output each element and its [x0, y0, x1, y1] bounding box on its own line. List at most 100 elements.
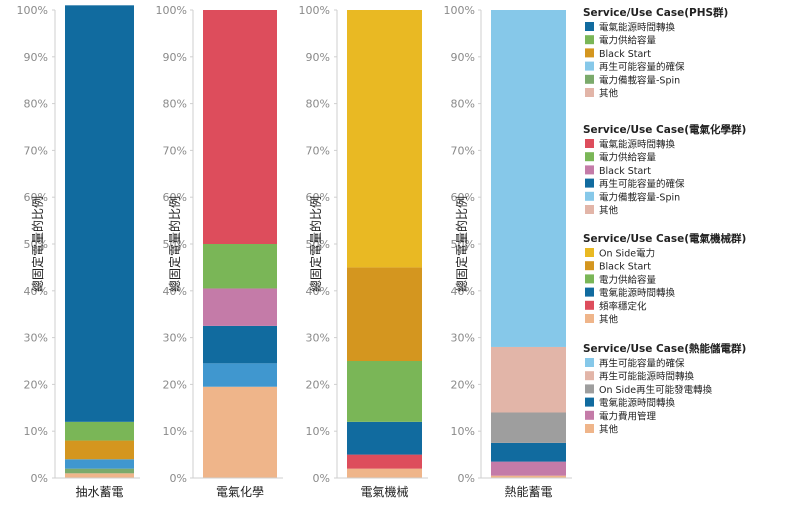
y-tick-label: 20%	[24, 378, 48, 391]
legend-swatch-3-3	[585, 397, 594, 407]
y-tick-label: 10%	[163, 425, 187, 438]
bar-segment-3-0	[491, 475, 566, 478]
bar-segment-3-1	[491, 461, 566, 476]
legend-item-label: 再生可能能源時間轉換	[599, 371, 695, 383]
y-tick-label: 10%	[24, 425, 48, 438]
y-axis-title: 總固定電量的比例	[167, 196, 182, 292]
x-category-label: 熱能蓄電	[504, 485, 552, 499]
y-tick-label: 0%	[170, 472, 187, 485]
legend-swatch-1-0	[585, 139, 594, 148]
legend-item-label: 電力供給容量	[599, 274, 657, 286]
y-tick-label: 80%	[163, 98, 187, 111]
legend-swatch-1-2	[585, 165, 594, 175]
bar-segment-3-4	[491, 346, 566, 413]
legend-swatch-0-5	[585, 88, 594, 97]
legend-item-label: 其他	[599, 205, 619, 217]
y-tick-label: 20%	[451, 378, 475, 391]
legend-swatch-0-2	[585, 48, 594, 58]
legend-swatch-2-0	[585, 248, 594, 257]
y-tick-label: 100%	[17, 4, 48, 17]
y-tick-label: 40%	[451, 285, 475, 298]
legend-item-label: 電氣能源時間轉換	[599, 139, 676, 151]
legend-item-label: Black Start	[599, 166, 651, 177]
legend-item-label: 再生可能容量的確保	[599, 358, 685, 370]
bar-segment-1-3	[203, 288, 277, 326]
x-category-label: 電氣化學	[216, 485, 264, 499]
legend-swatch-0-4	[585, 74, 594, 84]
bar-segment-2-5	[347, 10, 422, 268]
bar-segment-1-5	[203, 10, 277, 244]
legend-swatch-2-3	[585, 287, 594, 297]
y-tick-label: 30%	[306, 332, 330, 345]
y-tick-label: 30%	[163, 332, 187, 345]
bar-segment-2-0	[347, 468, 422, 478]
legend-item-label: 電氣能源時間轉換	[599, 397, 676, 409]
bar-segment-1-0	[203, 386, 277, 478]
bar-segment-3-2	[491, 442, 566, 462]
y-tick-label: 70%	[306, 144, 330, 157]
legend-swatch-2-4	[585, 300, 594, 310]
legend-swatch-0-1	[585, 35, 594, 45]
y-tick-label: 100%	[156, 4, 187, 17]
legend-title: Service/Use Case(電氣機械群)	[583, 232, 746, 245]
legend-item-label: 再生可能容量的確保	[599, 178, 685, 190]
y-tick-label: 90%	[163, 51, 187, 64]
y-tick-label: 90%	[24, 51, 48, 64]
legend-swatch-3-0	[585, 358, 594, 367]
legend-swatch-0-0	[585, 22, 594, 31]
bar-segment-0-3	[65, 440, 134, 460]
bar-segment-2-3	[347, 361, 422, 422]
y-tick-label: 70%	[451, 144, 475, 157]
y-tick-label: 50%	[306, 238, 330, 251]
y-tick-label: 10%	[306, 425, 330, 438]
y-tick-label: 0%	[458, 472, 475, 485]
bar-segment-0-2	[65, 459, 134, 469]
bar-segment-2-1	[347, 454, 422, 469]
y-tick-label: 10%	[451, 425, 475, 438]
legend-title: Service/Use Case(電氣化學群)	[583, 123, 746, 136]
legend-item-label: 電氣能源時間轉換	[599, 22, 676, 34]
y-axis-title: 總固定電量的比例	[308, 196, 323, 292]
legend-item-label: 電力供給容量	[599, 152, 657, 164]
legend-swatch-3-2	[585, 384, 594, 394]
y-tick-label: 40%	[24, 285, 48, 298]
legend-title: Service/Use Case(PHS群)	[583, 6, 728, 19]
legend-item-label: 電力備載容量-Spin	[599, 74, 680, 86]
legend-swatch-0-3	[585, 61, 594, 71]
legend-swatch-2-2	[585, 274, 594, 284]
legend-swatch-3-1	[585, 371, 594, 381]
y-tick-label: 60%	[451, 191, 475, 204]
legend-swatch-3-5	[585, 424, 594, 433]
bar-segment-3-3	[491, 412, 566, 443]
y-tick-label: 0%	[313, 472, 330, 485]
bar-segment-1-1	[203, 363, 277, 387]
y-tick-label: 60%	[163, 191, 187, 204]
y-tick-label: 30%	[24, 332, 48, 345]
y-tick-label: 40%	[306, 285, 330, 298]
legend-swatch-2-1	[585, 261, 594, 271]
y-tick-label: 50%	[24, 238, 48, 251]
bar-segment-0-0	[65, 473, 134, 478]
bar-segment-0-1	[65, 468, 134, 474]
legend-item-label: 電力費用管理	[599, 410, 657, 422]
y-tick-label: 40%	[163, 285, 187, 298]
legend-item-label: 電力供給容量	[599, 35, 657, 47]
bar-segment-0-5	[65, 5, 134, 422]
bar-segment-1-2	[203, 325, 277, 364]
bar-segment-2-4	[347, 267, 422, 361]
y-tick-label: 100%	[299, 4, 330, 17]
y-tick-label: 30%	[451, 332, 475, 345]
bar-segment-2-2	[347, 421, 422, 455]
y-tick-label: 60%	[306, 191, 330, 204]
y-tick-label: 50%	[163, 238, 187, 251]
y-tick-label: 0%	[31, 472, 48, 485]
legend-swatch-1-1	[585, 152, 594, 162]
legend-item-label: 其他	[599, 424, 619, 436]
y-tick-label: 80%	[306, 98, 330, 111]
y-tick-label: 20%	[306, 378, 330, 391]
y-tick-label: 70%	[24, 144, 48, 157]
y-axis-title: 總固定電量的比例	[454, 196, 469, 292]
x-category-label: 抽水蓄電	[75, 485, 123, 499]
